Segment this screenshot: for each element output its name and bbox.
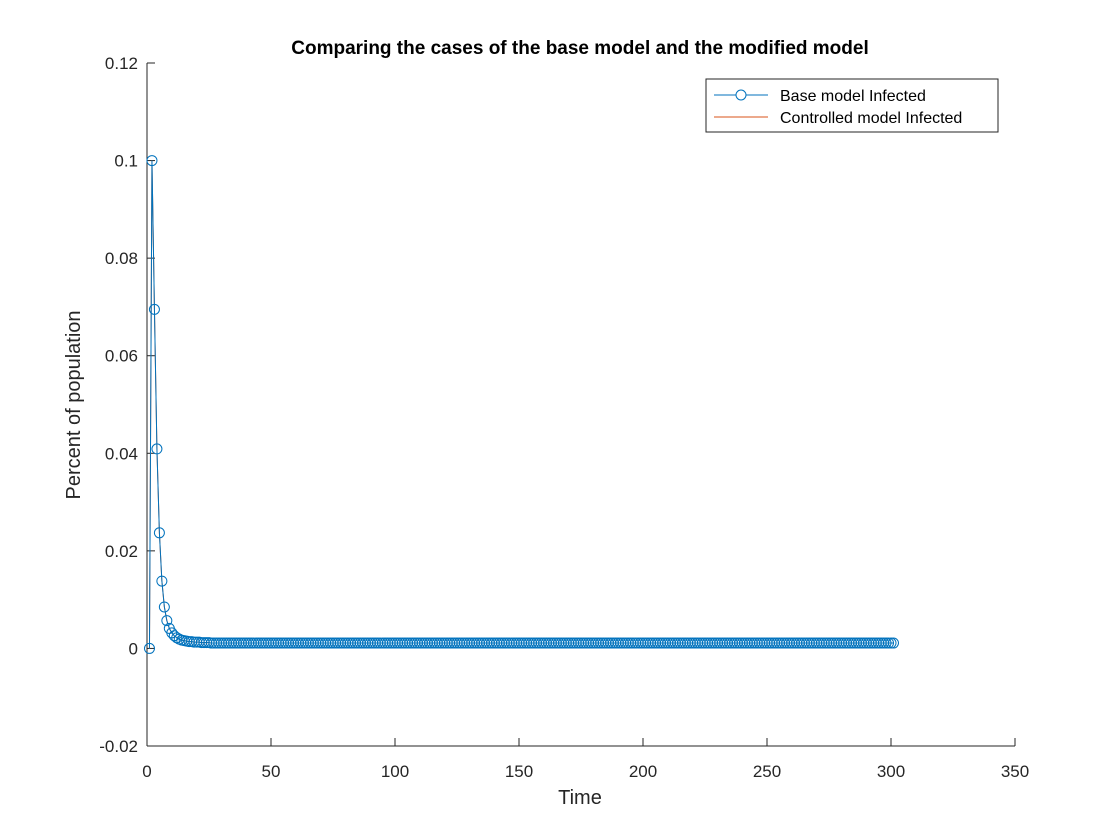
y-tick-label: 0.04 xyxy=(105,444,138,463)
y-tick-label: 0.06 xyxy=(105,347,138,366)
y-tick-label: 0.12 xyxy=(105,54,138,73)
data-point xyxy=(156,575,168,587)
legend-box xyxy=(705,78,999,133)
chart-title: Comparing the cases of the base model an… xyxy=(291,38,869,59)
data-point xyxy=(158,601,170,613)
x-axis-label: Time xyxy=(558,787,602,809)
data-point xyxy=(151,443,163,455)
y-tick-label: -0.02 xyxy=(99,737,138,756)
data-point xyxy=(880,637,892,649)
data-point xyxy=(146,155,158,167)
data-point xyxy=(883,637,895,649)
data-point xyxy=(148,303,160,315)
x-tick-label: 200 xyxy=(629,762,657,781)
data-point xyxy=(171,632,183,644)
data-point xyxy=(161,615,173,627)
y-tick-label: 0.1 xyxy=(114,152,138,171)
legend: Base model Infected Controlled model Infe… xyxy=(705,78,999,133)
series-layer xyxy=(143,155,899,654)
x-tick-label: 150 xyxy=(505,762,533,781)
x-tick-label: 350 xyxy=(1001,762,1029,781)
series-base-model xyxy=(143,155,899,654)
legend-item: Base model Infected xyxy=(714,88,926,105)
legend-label: Controlled model Infected xyxy=(780,110,962,127)
x-tick-label: 50 xyxy=(262,762,281,781)
data-point xyxy=(143,642,155,654)
y-tick-label: 0.08 xyxy=(105,249,138,268)
y-axis-label: Percent of population xyxy=(63,310,85,499)
x-tick-label: 300 xyxy=(877,762,905,781)
x-tick-label: 100 xyxy=(381,762,409,781)
data-point xyxy=(153,527,165,539)
axes: 0 50 100 150 200 250 300 350-0.0200.020.040.060… xyxy=(99,54,1029,781)
y-tick-label: 0 xyxy=(129,639,138,658)
y-tick-label: 0.02 xyxy=(105,542,138,561)
legend-item: Controlled model Infected xyxy=(714,110,962,127)
x-tick-label: 0 xyxy=(142,762,151,781)
x-tick-label: 250 xyxy=(753,762,781,781)
legend-label: Base model Infected xyxy=(780,88,926,105)
data-point xyxy=(887,637,899,649)
legend-swatch-marker xyxy=(735,89,747,101)
data-point xyxy=(885,637,897,649)
